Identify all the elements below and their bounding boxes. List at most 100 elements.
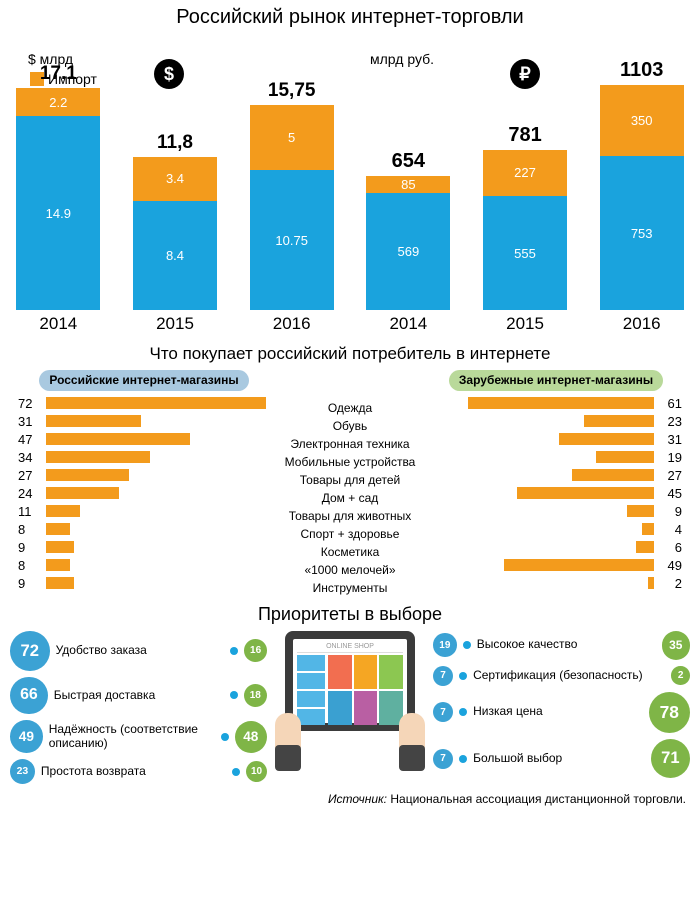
- source-line: Источник: Национальная ассоциация дистан…: [0, 792, 686, 806]
- cat-row: 19: [430, 449, 682, 465]
- cat-bar: [596, 451, 654, 463]
- cat-bar: [648, 577, 654, 589]
- cat-row: 31: [18, 413, 270, 429]
- priorities-section: 72Удобство заказа16 66Быстрая доставка18 4…: [10, 631, 690, 784]
- bar-col: 15,75510.752016: [233, 59, 350, 334]
- bar-domestic-seg: 14.9: [16, 116, 100, 310]
- bar-col: 11033507532016: [583, 59, 700, 334]
- cat-row: 27: [18, 467, 270, 483]
- cat-row: 45: [430, 485, 682, 501]
- bar-total: 1103: [620, 59, 663, 82]
- cat-val: 9: [660, 504, 682, 519]
- dot-icon: [221, 733, 229, 741]
- priority-bubble: 72: [10, 631, 50, 671]
- priority-row: 7Низкая цена78: [433, 692, 690, 733]
- cat-bar: [559, 433, 654, 445]
- bar-year: 2016: [273, 314, 311, 334]
- priority-row: 7Сертификация (безопасность)2: [433, 666, 690, 686]
- bar-col: 11,83.48.42015: [117, 59, 234, 334]
- categories-right: Зарубежные интернет-магазины 61 23 31 19 27 4…: [430, 370, 682, 591]
- priority-bubble: 7: [433, 749, 453, 769]
- priority-bubble: 48: [235, 721, 267, 753]
- dot-icon: [459, 672, 467, 680]
- cat-bar: [517, 487, 655, 499]
- priority-bubble: 23: [10, 759, 35, 784]
- bar-col: 654855692014: [350, 59, 467, 334]
- cat-val: 2: [660, 576, 682, 591]
- cat-val: 9: [18, 576, 40, 591]
- priority-bubble: 7: [433, 666, 453, 686]
- stacked-bar-section: $ млрд млрд руб. Импорт $ ₽ 17.12.214.92…: [0, 29, 700, 334]
- page-title: Российский рынок интернет-торговли: [0, 6, 700, 29]
- bar-year: 2015: [506, 314, 544, 334]
- bar-domestic-seg: 8.4: [133, 201, 217, 310]
- cat-val: 8: [18, 558, 40, 573]
- cat-val: 61: [660, 396, 682, 411]
- cat-label: Инструменты: [270, 580, 430, 596]
- cat-bar: [46, 415, 141, 427]
- bars-area: 17.12.214.9201411,83.48.4201515,75510.75…: [0, 59, 700, 334]
- cat-val: 49: [660, 558, 682, 573]
- cat-label: Товары для животных: [270, 508, 430, 524]
- cat-bar: [627, 505, 655, 517]
- cat-bar: [46, 523, 70, 535]
- bar-import-seg: 2.2: [16, 88, 100, 117]
- cat-row: 27: [430, 467, 682, 483]
- cat-label: Дом + сад: [270, 490, 430, 506]
- bar-total: 15,75: [268, 80, 316, 102]
- cat-val: 9: [18, 540, 40, 555]
- bar-import-seg: 350: [600, 85, 684, 156]
- bar-domestic-seg: 569: [366, 193, 450, 310]
- cat-row: 9: [18, 575, 270, 591]
- priority-row: 23 Простота возврата 10: [10, 759, 267, 784]
- cat-row: 72: [18, 395, 270, 411]
- priority-bubble: 78: [649, 692, 690, 733]
- cat-label: Одежда: [270, 400, 430, 416]
- cat-bar: [468, 397, 654, 409]
- cat-row: 6: [430, 539, 682, 555]
- cat-row: 47: [18, 431, 270, 447]
- categories-left: Российские интернет-магазины 72314734272…: [18, 370, 270, 591]
- bar-domestic-seg: 555: [483, 196, 567, 310]
- cat-val: 11: [18, 504, 40, 519]
- cat-row: 9: [430, 503, 682, 519]
- priorities-title: Приоритеты в выборе: [0, 604, 700, 625]
- priority-row: 72Удобство заказа16: [10, 631, 267, 671]
- priority-row: 49Надёжность (соответствие описанию)48: [10, 720, 267, 753]
- priority-bubble: 7: [433, 702, 453, 722]
- bar-total: 11,8: [157, 132, 193, 154]
- priority-row: 7Большой выбор71: [433, 739, 690, 778]
- cat-bar: [46, 469, 129, 481]
- cat-bar: [46, 577, 74, 589]
- priority-label: Высокое качество: [477, 638, 656, 652]
- cat-val: 23: [660, 414, 682, 429]
- cat-bar: [46, 541, 74, 553]
- tablet-illustration: ONLINE SHOP: [275, 631, 425, 731]
- cat-bar: [46, 487, 119, 499]
- cat-label: Товары для детей: [270, 472, 430, 488]
- priority-bubble: 10: [246, 761, 267, 782]
- source-prefix: Источник:: [328, 792, 387, 806]
- cat-label: Косметика: [270, 544, 430, 560]
- cat-bar: [46, 433, 190, 445]
- priority-label: Надёжность (соответствие описанию): [49, 723, 215, 751]
- cat-row: 9: [18, 539, 270, 555]
- dot-icon: [459, 708, 467, 716]
- priority-bubble: 18: [244, 684, 267, 707]
- dot-icon: [230, 647, 238, 655]
- priority-bubble: 2: [671, 666, 690, 685]
- cat-row: 31: [430, 431, 682, 447]
- priority-bubble: 16: [244, 639, 267, 662]
- cat-bar: [584, 415, 654, 427]
- priority-label: Простота возврата: [41, 765, 226, 779]
- cat-label: Электронная техника: [270, 436, 430, 452]
- bar-total: 781: [508, 124, 541, 147]
- cat-row: 8: [18, 557, 270, 573]
- ru-stores-header: Российские интернет-магазины: [39, 370, 248, 391]
- cat-label: Обувь: [270, 418, 430, 434]
- priority-row: 66Быстрая доставка18: [10, 677, 267, 715]
- bar-domestic-seg: 753: [600, 156, 684, 310]
- categories-section: Российские интернет-магазины 72314734272…: [18, 370, 682, 596]
- intl-stores-header: Зарубежные интернет-магазины: [449, 370, 663, 391]
- priority-bubble: 35: [662, 631, 691, 660]
